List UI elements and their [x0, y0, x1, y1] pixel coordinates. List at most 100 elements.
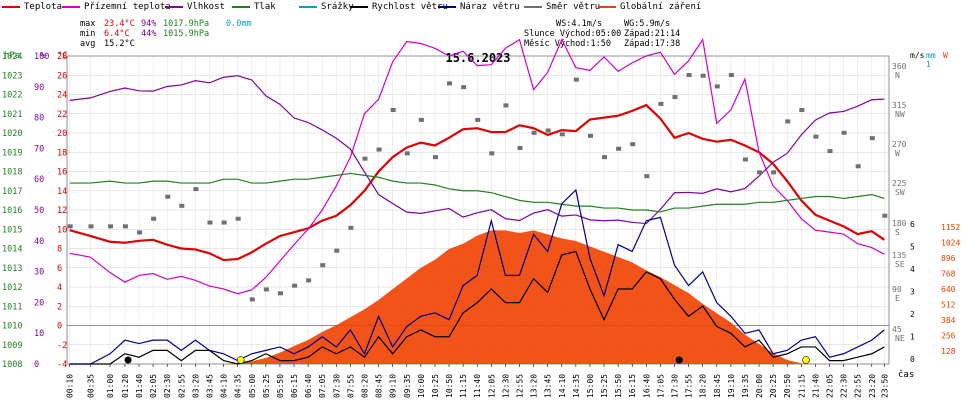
tick-label-celsius: 10 [57, 225, 67, 235]
tick-label-degrees: 180 [892, 219, 907, 228]
x-tick-label: 09:35 [403, 374, 412, 398]
tick-label-percent: 100 [34, 52, 49, 62]
tick-label-direction: S [895, 228, 900, 237]
x-tick-label: 22:30 [840, 374, 849, 398]
legend: Teplota Přízemní teplota Vlhkost Tlak Srážky… [0, 0, 966, 16]
wind-direction-point [207, 220, 213, 225]
wind-direction-point [545, 128, 551, 133]
legend-swatch [232, 5, 250, 8]
wind-direction-point [179, 203, 185, 208]
tick-label-w: 256 [941, 332, 956, 341]
x-tick-label: 01:40 [135, 374, 144, 398]
legend-swatch [299, 5, 317, 8]
wind-direction-point [165, 194, 171, 199]
x-tick-label: 04:10 [220, 374, 229, 398]
x-tick-label: 20:50 [783, 374, 792, 398]
wind-direction-point [742, 157, 748, 162]
wind-direction-point [447, 81, 453, 86]
wind-direction-point [700, 73, 706, 78]
wind-direction-point [235, 216, 241, 221]
tick-label-celsius: -4 [57, 360, 67, 370]
x-tick-label: 02:55 [177, 374, 186, 398]
stat-max-hum: 94% [141, 19, 157, 29]
legend-item: Srážky [299, 2, 354, 12]
series-line-temperature [69, 103, 885, 262]
x-tick-label: 13:20 [530, 374, 539, 398]
legend-swatch [350, 5, 368, 8]
wind-direction-point [390, 107, 396, 112]
sunset-marker [802, 356, 810, 364]
x-tick-label: 20:25 [769, 374, 778, 398]
wind-direction-point [841, 130, 847, 135]
tick-label-hpa: 1022 [2, 91, 22, 101]
x-tick-label: 16:15 [628, 374, 637, 398]
tick-label-celsius: 0 [57, 322, 62, 332]
legend-item: Přízemní teplota [62, 2, 171, 12]
tick-label-celsius: 28 [57, 52, 67, 62]
legend-swatch [165, 5, 183, 8]
axis-label-ms: m/s [910, 51, 925, 60]
tick-label-percent: 30 [34, 268, 44, 278]
x-tick-label: 15:50 [614, 374, 623, 398]
axis-label-hpa: hPa [4, 51, 20, 61]
x-tick-label: 10:50 [445, 374, 454, 398]
x-tick-label: 22:05 [826, 374, 835, 398]
tick-label-percent: 0 [34, 360, 39, 370]
series-line-pressure [69, 172, 885, 213]
tick-label-w: 1024 [941, 239, 960, 248]
wind-direction-point [813, 134, 819, 139]
stat-rain: 0.0mm [226, 19, 252, 29]
tick-label-hpa: 1020 [2, 129, 22, 139]
tick-label-direction: SW [895, 188, 905, 197]
wind-direction-point [714, 84, 720, 89]
tick-label-ms: 5 [910, 243, 915, 252]
wind-direction-point [306, 278, 312, 283]
x-tick-label: 17:30 [670, 374, 679, 398]
x-tick-label: 12:05 [487, 374, 496, 398]
wind-direction-point [67, 224, 73, 229]
tick-label-ms: 0 [910, 355, 915, 364]
wind-direction-point [362, 156, 368, 161]
tick-label-celsius: 14 [57, 187, 67, 197]
tick-label-hpa: 1015 [2, 225, 22, 235]
tick-label-direction: NE [895, 334, 905, 343]
wind-direction-point [827, 149, 833, 154]
wind-direction-point [630, 142, 636, 147]
tick-label-w: 768 [941, 270, 956, 279]
wind-direction-point [122, 224, 128, 229]
stat-avg-label: avg [80, 39, 96, 49]
wind-direction-point [573, 77, 579, 82]
wind-direction-point [644, 174, 650, 179]
tick-label-percent: 20 [34, 298, 44, 308]
tick-label-celsius: 2 [57, 302, 62, 312]
x-tick-label: 00:10 [66, 374, 75, 398]
wind-direction-point [489, 151, 495, 156]
tick-label-celsius: 22 [57, 110, 67, 120]
wind-direction-point [672, 95, 678, 100]
x-tick-label: 15:00 [586, 374, 595, 398]
stat-max-temp: 23.4°C [104, 19, 135, 29]
wind-direction-point [559, 132, 565, 137]
tick-label-percent: 10 [34, 329, 44, 339]
legend-item: Náraz větru [438, 2, 520, 12]
tick-label-hpa: 1014 [2, 245, 22, 255]
wind-direction-point [108, 224, 114, 229]
legend-label: Přízemní teplota [84, 2, 171, 12]
stat-min-press: 1015.9hPa [163, 29, 210, 39]
series-area-radiation [69, 230, 885, 364]
x-tick-label: 19:10 [727, 374, 736, 398]
x-tick-label: 20:00 [755, 374, 764, 398]
x-tick-label: 07:05 [318, 374, 327, 398]
tick-label-celsius: 18 [57, 148, 67, 158]
tick-label-degrees: 90 [892, 285, 902, 294]
wind-direction-point [320, 263, 326, 268]
tick-label-direction: E [895, 294, 900, 303]
legend-item: Tlak [232, 2, 276, 12]
x-tick-label: 05:25 [262, 374, 271, 398]
wind-direction-point [292, 283, 298, 288]
x-axis-label: čas [898, 369, 914, 380]
tick-label-hpa: 1018 [2, 168, 22, 178]
legend-label: Směr větru [546, 2, 601, 12]
tick-label-hpa: 1010 [2, 322, 22, 332]
wind-direction-point [799, 107, 805, 112]
